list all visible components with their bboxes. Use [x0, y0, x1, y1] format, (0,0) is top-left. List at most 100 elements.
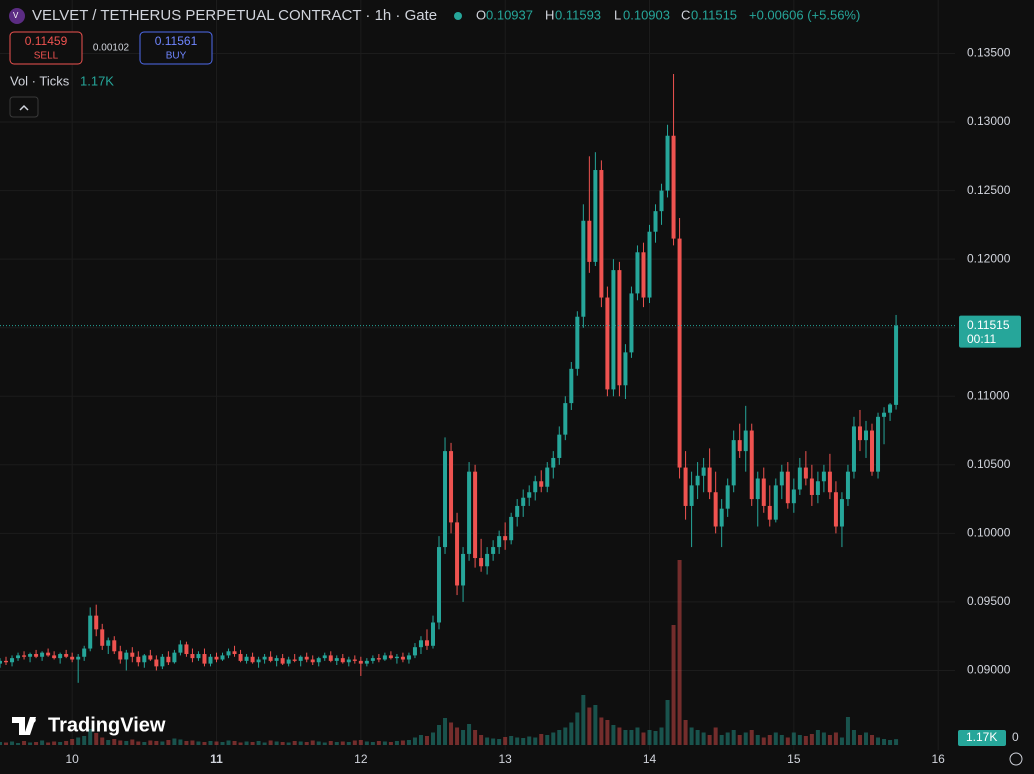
volume-bar	[575, 712, 580, 745]
candle-body	[166, 656, 171, 663]
volume-bar	[136, 741, 141, 745]
candle-body	[382, 655, 387, 660]
candle-body	[515, 505, 520, 517]
price-change: +0.00606 (+5.56%)	[749, 7, 860, 22]
volume-bar	[106, 740, 111, 745]
volume-bar	[827, 735, 832, 745]
volume-bar	[683, 720, 688, 745]
volume-bar	[292, 741, 297, 745]
candle-body	[316, 658, 321, 663]
volume-bar	[262, 742, 267, 745]
x-tick-label: 12	[354, 752, 368, 766]
volume-bar	[731, 730, 736, 745]
volume-bar	[857, 735, 862, 745]
sell-price: 0.11459	[25, 34, 68, 48]
candle-body	[749, 430, 754, 500]
candle-body	[124, 652, 129, 660]
volume-bar	[100, 737, 105, 745]
volume-bar	[701, 732, 706, 745]
volume-bar	[70, 739, 75, 745]
y-tick-label: 0.13500	[967, 46, 1011, 60]
candle-body	[599, 170, 604, 298]
x-tick-label: 15	[787, 752, 801, 766]
volume-bar	[737, 735, 742, 745]
candle-body	[262, 656, 267, 660]
volume-bar	[791, 732, 796, 745]
candle-body	[310, 659, 315, 663]
candle-body	[587, 220, 592, 262]
volume-bar	[539, 734, 544, 745]
candle-body	[304, 656, 309, 660]
candle-body	[521, 497, 526, 506]
volume-bar	[64, 741, 69, 745]
candle-body	[364, 660, 369, 664]
ohlc-value: 0.11593	[555, 7, 601, 22]
volume-bar	[876, 737, 881, 745]
candle-body	[695, 475, 700, 486]
candle-body	[527, 492, 532, 498]
volume-bar	[190, 740, 195, 745]
y-tick-label: 0.13000	[967, 114, 1011, 128]
candle-body	[214, 656, 219, 660]
candle-body	[743, 430, 748, 452]
candle-body	[4, 660, 9, 663]
volume-bar	[527, 736, 532, 745]
volume-bar	[316, 741, 321, 745]
candle-body	[406, 655, 411, 660]
settings-icon[interactable]	[1009, 752, 1023, 766]
volume-bar	[767, 735, 772, 745]
spread: 0.00102	[93, 43, 130, 54]
volume-bar	[551, 732, 556, 745]
brand-name: TradingView	[48, 714, 166, 736]
volume-bar	[22, 741, 27, 745]
ohlc-value: 0.10937	[486, 7, 533, 22]
volume-bar	[40, 740, 45, 745]
candle-body	[491, 547, 496, 554]
volume-bar	[611, 725, 616, 745]
volume-bar	[298, 741, 303, 745]
volume-bar	[647, 730, 652, 745]
volume-bar	[226, 740, 231, 745]
candle-body	[322, 655, 327, 659]
volume-bar	[569, 722, 574, 745]
candle-body	[76, 656, 81, 660]
candle-body	[803, 467, 808, 479]
candle-body	[833, 492, 838, 527]
candle-body	[46, 652, 51, 656]
volume-bar	[280, 742, 285, 745]
sell-button[interactable]	[9, 31, 83, 65]
volume-bar	[677, 560, 682, 745]
volume-bar	[725, 732, 730, 745]
buy-button[interactable]	[139, 31, 213, 65]
volume-bar	[142, 742, 147, 745]
volume-bar	[322, 742, 327, 745]
volume-bar	[166, 740, 171, 745]
volume-bar	[124, 741, 129, 745]
candle-body	[876, 416, 881, 472]
candle-body	[737, 440, 742, 452]
candle-body	[190, 654, 195, 659]
candle-body	[52, 655, 57, 659]
volume-bar	[599, 717, 604, 745]
candle-body	[244, 656, 249, 661]
volume-bar	[346, 742, 351, 745]
ohlc-label: C	[681, 7, 690, 22]
volume-bar	[184, 741, 189, 745]
y-tick-label: 0.12000	[967, 251, 1011, 265]
volume-bar	[803, 736, 808, 745]
volume-bar	[394, 741, 399, 745]
volume-bar	[797, 735, 802, 745]
x-tick-label: 13	[498, 752, 512, 766]
volume-bar	[340, 741, 345, 745]
candle-body	[340, 658, 345, 663]
candle-body	[785, 471, 790, 504]
candle-body	[725, 485, 730, 509]
candle-body	[232, 651, 237, 655]
volume-bar	[214, 741, 219, 745]
volume-bar	[238, 742, 243, 745]
candle-body	[485, 553, 490, 567]
volume-bar	[845, 717, 850, 745]
volume-bar	[635, 727, 640, 745]
